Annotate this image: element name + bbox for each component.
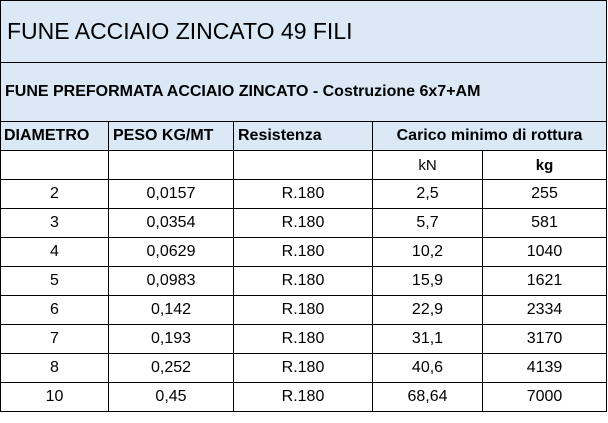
data-row: 8 0,252 R.180 40,6 4139 [0, 353, 608, 383]
title: FUNE ACCIAIO ZINCATO 49 FILI [0, 0, 608, 63]
cell: R.180 [233, 237, 373, 267]
cell: R.180 [233, 353, 373, 383]
data-row: 6 0,142 R.180 22,9 2334 [0, 295, 608, 325]
cell: 8 [0, 353, 109, 383]
column-header: DIAMETRO [0, 121, 109, 151]
cell: 0,0157 [108, 179, 234, 209]
title-row: FUNE ACCIAIO ZINCATO 49 FILI [0, 0, 608, 63]
subtitle-row: FUNE PREFORMATA ACCIAIO ZINCATO - Costru… [0, 62, 608, 122]
subtitle: FUNE PREFORMATA ACCIAIO ZINCATO - Costru… [0, 62, 608, 122]
cell: 5 [0, 266, 109, 296]
data-row: 10 0,45 R.180 68,64 7000 [0, 382, 608, 412]
cell: 2 [0, 179, 109, 209]
cell: 10,2 [372, 237, 483, 267]
header-row: DIAMETRO PESO KG/MT Resistenza Carico minim… [0, 121, 608, 151]
cell: 255 [481, 179, 608, 209]
rope-table: FUNE ACCIAIO ZINCATO 49 FILI FUNE PREFOR… [0, 0, 608, 412]
cell: 0,252 [108, 353, 234, 383]
cell: R.180 [233, 266, 373, 296]
cell: 1040 [481, 237, 608, 267]
cell: 0,0983 [108, 266, 234, 296]
cell: 0,0629 [108, 237, 234, 267]
cell: 0,45 [108, 382, 234, 412]
data-row: 5 0,0983 R.180 15,9 1621 [0, 266, 608, 296]
cell: R.180 [233, 382, 373, 412]
data-row: 7 0,193 R.180 31,1 3170 [0, 324, 608, 354]
cell: 40,6 [372, 353, 483, 383]
empty-cell [233, 150, 373, 180]
cell: 4139 [481, 353, 608, 383]
cell: R.180 [233, 295, 373, 325]
column-header: Resistenza [233, 121, 373, 151]
cell: 68,64 [372, 382, 483, 412]
cell: 0,142 [108, 295, 234, 325]
empty-cell [108, 150, 234, 180]
cell: 4 [0, 237, 109, 267]
cell: 15,9 [372, 266, 483, 296]
cell: R.180 [233, 179, 373, 209]
cell: 5,7 [372, 208, 483, 238]
cell: 0,193 [108, 324, 234, 354]
cell: 3 [0, 208, 109, 238]
cell: 6 [0, 295, 109, 325]
cell: 2334 [481, 295, 608, 325]
cell: 10 [0, 382, 109, 412]
cell: 1621 [481, 266, 608, 296]
cell: 3170 [481, 324, 608, 354]
cell: 31,1 [372, 324, 483, 354]
data-row: 4 0,0629 R.180 10,2 1040 [0, 237, 608, 267]
cell: 7000 [481, 382, 608, 412]
cell: 0,0354 [108, 208, 234, 238]
cell: 2,5 [372, 179, 483, 209]
unit-header: kN [372, 150, 483, 180]
empty-cell [0, 150, 109, 180]
data-row: 3 0,0354 R.180 5,7 581 [0, 208, 608, 238]
cell: 7 [0, 324, 109, 354]
cell: R.180 [233, 208, 373, 238]
subheader-row: kN kg [0, 150, 608, 180]
cell: R.180 [233, 324, 373, 354]
column-header: PESO KG/MT [108, 121, 234, 151]
column-header: Carico minimo di rottura [371, 121, 608, 151]
table-body: FUNE ACCIAIO ZINCATO 49 FILI FUNE PREFOR… [0, 0, 608, 412]
cell: 581 [481, 208, 608, 238]
cell: 22,9 [372, 295, 483, 325]
data-row: 2 0,0157 R.180 2,5 255 [0, 179, 608, 209]
unit-header: kg [481, 150, 608, 180]
